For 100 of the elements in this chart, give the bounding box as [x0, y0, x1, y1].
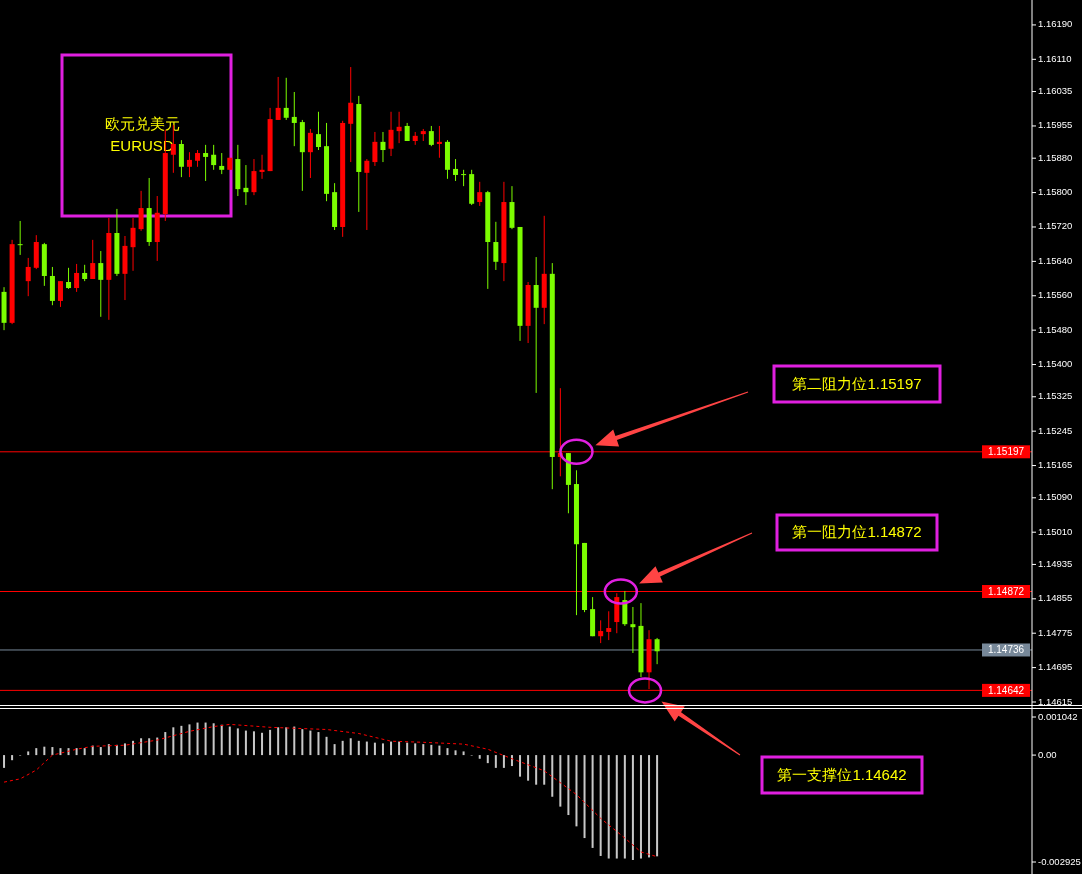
bar — [75, 748, 78, 756]
bar — [406, 742, 409, 756]
bar — [623, 755, 626, 859]
bar — [115, 744, 118, 756]
bar — [381, 743, 384, 756]
bar — [583, 755, 586, 839]
bar — [575, 755, 578, 827]
bar — [301, 729, 304, 756]
bar — [172, 727, 175, 756]
y-tick-label: 1.14855 — [1038, 592, 1073, 604]
y-tick-label: 1.14695 — [1038, 661, 1073, 673]
bar — [269, 729, 272, 756]
bar — [398, 741, 401, 756]
bar — [543, 755, 546, 785]
bar — [212, 723, 215, 756]
bar — [261, 732, 264, 756]
bar — [567, 755, 570, 816]
y-tick-label: 1.16035 — [1038, 85, 1073, 97]
y-tick-label: 1.15090 — [1038, 491, 1073, 503]
bar — [285, 727, 288, 756]
bar — [59, 748, 62, 756]
bar — [422, 744, 425, 756]
bar — [309, 730, 312, 756]
bar — [648, 755, 651, 858]
bar — [83, 748, 86, 756]
bar — [454, 750, 457, 756]
bar — [35, 748, 38, 756]
bar — [414, 743, 417, 756]
bar — [148, 738, 151, 756]
y-tick-label: 1.14775 — [1038, 626, 1073, 638]
bar — [164, 732, 167, 756]
text: 欧元兑美元 — [104, 115, 180, 132]
bar — [236, 728, 239, 756]
bar — [519, 755, 522, 777]
bar — [478, 755, 481, 759]
bar — [123, 743, 126, 756]
y-tick-label: 1.14935 — [1038, 557, 1073, 569]
bar — [188, 724, 191, 756]
ref-line-label: 1.14872 — [987, 585, 1025, 597]
y-tick-label: 1.14615 — [1038, 695, 1073, 707]
bar — [99, 747, 102, 756]
y-tick-label: 1.15720 — [1038, 220, 1073, 232]
bar — [293, 726, 296, 756]
bar — [244, 730, 247, 756]
bar — [341, 740, 344, 756]
bar — [204, 722, 207, 756]
bar — [494, 755, 497, 768]
y-tick-label: 1.15325 — [1038, 390, 1073, 402]
bar — [591, 755, 594, 848]
y-tick-label: 1.16110 — [1038, 52, 1072, 64]
bar — [502, 755, 505, 768]
bar — [3, 755, 6, 768]
y-tick-label: 1.15800 — [1038, 186, 1073, 198]
bar — [43, 746, 46, 756]
bar — [107, 744, 110, 756]
bar — [51, 747, 54, 756]
bar — [357, 740, 360, 756]
ref-line-label: 1.15197 — [987, 445, 1025, 457]
y-tick-label: -0.002925 — [1038, 855, 1081, 867]
y-tick-label: 1.15640 — [1038, 254, 1073, 266]
y-tick-label: 1.16190 — [1038, 18, 1073, 30]
bar — [373, 742, 376, 756]
bar — [11, 755, 14, 761]
y-tick-label: 1.15400 — [1038, 358, 1073, 370]
annotation: 第一阻力位1.14872 — [792, 523, 922, 541]
bar — [430, 744, 433, 756]
y-tick-label: 0.00 — [1038, 748, 1057, 760]
bar — [390, 741, 393, 756]
bar — [535, 755, 538, 785]
line-series — [3, 723, 658, 858]
bar — [140, 738, 143, 756]
bar — [656, 755, 659, 857]
y-tick-label: 1.15560 — [1038, 289, 1073, 301]
bar — [607, 755, 610, 859]
bar — [438, 745, 441, 756]
bar — [27, 751, 30, 756]
bar — [559, 755, 562, 807]
bar — [277, 727, 280, 756]
y-tick-label: 1.15245 — [1038, 424, 1073, 436]
bar — [551, 755, 554, 797]
annotation: 第二阻力位1.15197 — [792, 374, 922, 392]
bar — [486, 755, 489, 764]
y-tick-label: 1.15165 — [1038, 459, 1073, 471]
bar — [527, 755, 530, 781]
bar — [228, 726, 231, 756]
bar — [349, 738, 352, 756]
bar — [220, 724, 223, 756]
y-tick-label: 1.15010 — [1038, 525, 1073, 537]
bar — [631, 755, 634, 860]
bar — [462, 751, 465, 756]
bar — [365, 741, 368, 756]
bar — [180, 725, 183, 756]
y-tick-label: 1.15880 — [1038, 151, 1073, 163]
y-tick-label: 0.001042 — [1038, 710, 1078, 722]
ref-line-label: 1.14736 — [987, 644, 1025, 656]
bar — [599, 755, 602, 856]
ref-line-label: 1.14642 — [987, 684, 1025, 696]
bar — [639, 755, 642, 859]
bar — [615, 755, 618, 859]
y-tick-label: 1.15480 — [1038, 323, 1073, 335]
